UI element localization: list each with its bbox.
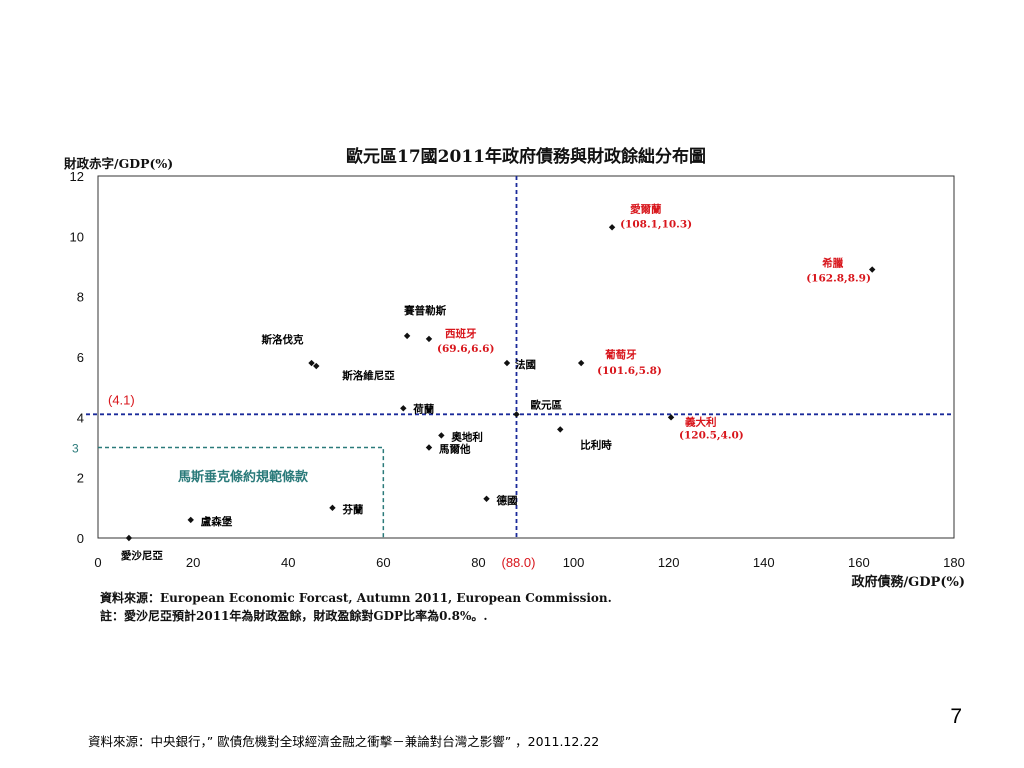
- point-name-label: 愛沙尼亞: [121, 549, 163, 562]
- point-marker: [187, 516, 194, 524]
- point-name-label: 奧地利: [450, 430, 483, 443]
- x-tick-label: 0: [94, 555, 101, 570]
- y-tick-label: 0: [77, 531, 84, 546]
- x-tick-label: 60: [376, 555, 390, 570]
- maastricht-box: 3 馬斯垂克條約規範條款: [72, 442, 385, 538]
- point-marker: [125, 534, 133, 542]
- point-marker: [313, 362, 320, 370]
- point-value-label: (162.8,8.9): [806, 273, 871, 285]
- x-tick-label: 20: [186, 555, 200, 570]
- point-marker: [869, 266, 876, 273]
- data-point-7: 葡萄牙 (101.6,5.8): [577, 348, 662, 377]
- maastricht-label: 馬斯垂克條約規範條款: [178, 469, 309, 485]
- point-name-label: 法國: [515, 358, 536, 371]
- data-point-14: 德國: [483, 494, 518, 507]
- point-name-label: 葡萄牙: [604, 348, 637, 361]
- x-tick-label: 180: [943, 555, 965, 570]
- data-point-9: 歐元區: [513, 398, 562, 418]
- point-value-label: (108.1,10.3): [620, 218, 692, 230]
- data-point-16: 盧森堡: [187, 515, 233, 528]
- point-name-label: 斯洛維尼亞: [342, 369, 395, 382]
- slide-number: 7: [950, 705, 962, 728]
- point-marker: [608, 224, 616, 231]
- reference-lines: (88.0) (4.1): [86, 176, 954, 570]
- footnote: 註：愛沙尼亞預計2011年為財政盈餘，財政盈餘對GDP比率為0.8%。.: [100, 608, 488, 623]
- data-point-1: 希臘 (162.8,8.9): [806, 257, 876, 285]
- y-axis-label: 財政赤字/GDP(%): [63, 156, 173, 171]
- data-point-8: 荷蘭: [400, 402, 435, 415]
- y-tick-label: 4: [77, 410, 84, 425]
- data-point-2: 賽普勒斯: [403, 304, 447, 340]
- data-point-12: 比利時: [557, 426, 612, 451]
- point-name-label: 歐元區: [530, 398, 562, 411]
- footer-source: 資料來源：中央銀行，” 歐債危機對全球經濟金融之衝擊－兼論對台灣之影響” ，20…: [88, 734, 600, 749]
- point-marker: [403, 332, 411, 340]
- point-marker: [667, 414, 675, 421]
- data-point-10: 義大利(120.5,4.0): [667, 414, 744, 441]
- data-point-0: 愛爾蘭 (108.1,10.3): [608, 202, 692, 231]
- point-name-label: 盧森堡: [201, 515, 233, 528]
- x-tick-label: 160: [848, 555, 870, 570]
- source-note: 資料來源：European Economic Forcast, Autumn 2…: [100, 590, 612, 605]
- point-value-label: (101.6,5.8): [597, 365, 662, 377]
- point-value-label: (69.6,6.6): [437, 343, 494, 355]
- point-name-label: 芬蘭: [341, 503, 363, 516]
- data-point-13: 馬爾他: [425, 443, 471, 456]
- point-value-label: (120.5,4.0): [679, 429, 744, 441]
- maastricht-boundary: [98, 446, 385, 538]
- data-point-17: 愛沙尼亞: [121, 534, 163, 562]
- data-point-11: 奧地利: [438, 430, 483, 443]
- point-marker: [425, 444, 433, 451]
- point-marker: [577, 359, 585, 367]
- point-name-label: 斯洛伐克: [262, 333, 304, 346]
- data-point-15: 芬蘭: [329, 503, 364, 516]
- point-name-label: 荷蘭: [412, 402, 434, 415]
- point-name-label: 西班牙: [445, 327, 477, 340]
- axis-ticks: 0 20 40 60 80 100 120 140 160 180 0 2 4 6 8 10 12: [70, 169, 965, 570]
- point-name-label: 馬爾他: [439, 443, 471, 456]
- data-point-6: 法國: [503, 358, 536, 371]
- point-marker: [513, 411, 520, 418]
- point-marker: [483, 495, 490, 502]
- y-tick-label: 8: [77, 290, 84, 305]
- point-marker: [400, 405, 407, 412]
- point-marker: [329, 504, 336, 512]
- plot-frame: [97, 175, 955, 539]
- point-name-label: 比利時: [580, 438, 612, 451]
- point-name-label: 希臘: [821, 257, 843, 270]
- x-tick-label: 120: [658, 555, 680, 570]
- euro-area-debt-label: (88.0): [502, 555, 536, 570]
- point-name-label: 德國: [496, 494, 518, 507]
- point-name-label: 愛爾蘭: [630, 202, 662, 215]
- point-name-label: 賽普勒斯: [403, 304, 446, 317]
- x-tick-label: 140: [753, 555, 775, 570]
- y-tick-label: 10: [70, 229, 84, 244]
- data-point-3: 西班牙 (69.6,6.6): [425, 327, 494, 355]
- maastricht-threshold-label: 3: [72, 442, 79, 456]
- y-tick-label: 12: [70, 169, 84, 184]
- euro-area-deficit-label: (4.1): [108, 392, 135, 407]
- point-marker: [438, 432, 445, 439]
- point-marker: [308, 359, 315, 367]
- x-axis-label: 政府債務/GDP(%): [851, 574, 965, 590]
- y-tick-label: 2: [77, 471, 84, 486]
- chart-title: 歐元區17國2011年政府債務與財政餘絀分布圖: [346, 146, 706, 167]
- point-name-label: 義大利: [685, 415, 717, 428]
- y-tick-label: 6: [77, 350, 84, 365]
- point-marker: [557, 426, 564, 433]
- x-tick-label: 40: [281, 555, 295, 570]
- point-marker: [425, 335, 433, 343]
- point-marker: [503, 359, 511, 367]
- data-point-4: 斯洛伐克: [262, 333, 315, 367]
- x-tick-label: 80: [471, 555, 485, 570]
- x-tick-label: 100: [563, 555, 585, 570]
- data-point-5: 斯洛維尼亞: [313, 362, 395, 382]
